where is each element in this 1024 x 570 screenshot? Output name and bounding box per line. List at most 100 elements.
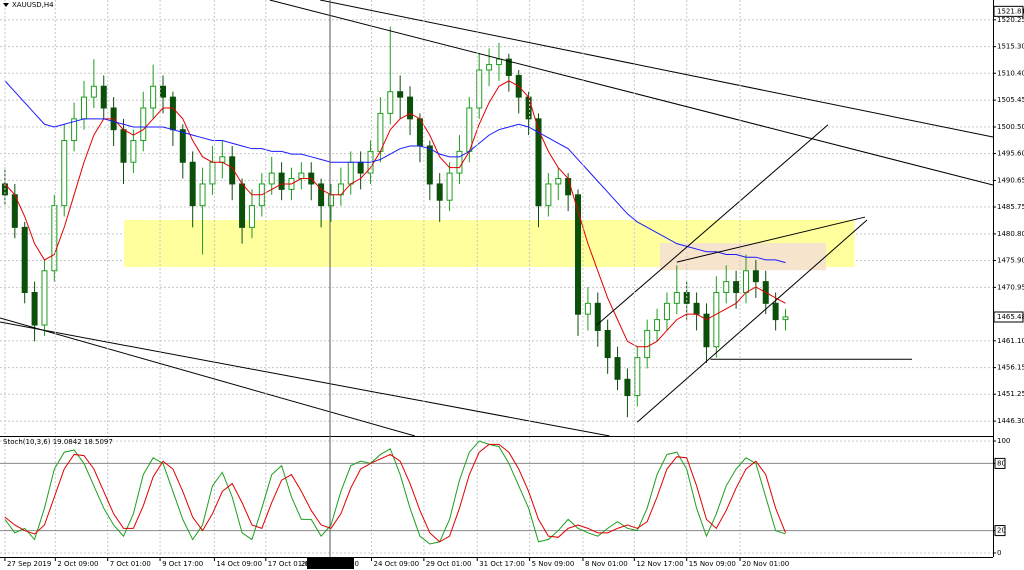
y-tick-label: 0	[997, 549, 1001, 557]
y-tick-label: 80	[997, 459, 1006, 467]
stoch-line	[4, 443, 786, 543]
candle-body	[742, 270, 749, 293]
moving-average	[4, 80, 786, 264]
y-tick-label: 1446.30	[997, 417, 1024, 425]
x-tick-label: 14 Oct 09:00	[216, 560, 262, 568]
x-tick-label: 8 Nov 01:00	[585, 560, 628, 568]
candle-body	[120, 129, 127, 163]
candle-body	[723, 281, 730, 293]
y-tick-label: 1515.30	[997, 43, 1024, 51]
candle-body	[476, 69, 483, 109]
candle-body	[486, 64, 493, 71]
y-tick-label: 1456.15	[997, 364, 1024, 372]
main-panel	[0, 0, 993, 436]
candle-body	[426, 145, 433, 185]
price-label: 1521.81	[997, 7, 1024, 15]
candle-body	[397, 91, 404, 98]
trend-line	[0, 317, 416, 436]
candle-body	[614, 357, 621, 380]
trend-line	[0, 321, 610, 436]
candle-body	[416, 118, 423, 147]
x-tick-label: 29 Oct 01:00	[426, 560, 472, 568]
y-tick-label: 1485.75	[997, 203, 1024, 211]
x-tick-label: 5 Nov 09:00	[532, 560, 575, 568]
candle-body	[130, 140, 137, 163]
candle-body	[436, 183, 443, 201]
candle-body	[160, 85, 167, 98]
candle-body	[466, 107, 473, 152]
candle-body	[703, 313, 710, 348]
candle-body	[347, 161, 354, 185]
trend-line	[269, 0, 993, 186]
y-tick-label: 1490.65	[997, 176, 1024, 184]
y-tick-label: 1461.10	[997, 337, 1024, 345]
x-tick-label: 2 Oct 09:00	[57, 560, 98, 568]
x-tick-label: 17 Oct 01:00	[268, 560, 314, 568]
candle-body	[624, 378, 631, 397]
symbol-title: XAUUSD,H4	[12, 1, 54, 9]
x-tick-label: 31 Oct 17:00	[479, 560, 525, 568]
candle-body	[169, 96, 176, 131]
candle-body	[21, 226, 28, 293]
candle-body	[377, 112, 384, 152]
candle-body	[644, 329, 651, 359]
x-tick-label: 24 Oct 09:00	[374, 560, 420, 568]
y-tick-label: 1470.95	[997, 283, 1024, 291]
candle-body	[239, 183, 246, 228]
x-tick-label: 27 Sep 2019	[7, 560, 51, 568]
candle-body	[189, 161, 196, 207]
indicator-title: Stoch(10,3,6) 19.0842 18.5097	[3, 438, 113, 446]
candle-body	[772, 302, 779, 321]
candle-body	[328, 194, 334, 207]
candle-body	[446, 172, 453, 201]
candle-body	[387, 91, 394, 114]
candle-body	[90, 85, 97, 98]
candle-body	[565, 178, 572, 196]
y-tick-label: 1505.45	[997, 96, 1024, 104]
candle-body	[752, 270, 759, 283]
candle-body	[61, 140, 68, 207]
candle-body	[654, 319, 661, 331]
candle-body	[229, 156, 236, 185]
candle-body	[248, 205, 255, 228]
candle-body	[663, 302, 670, 321]
candle-body	[456, 150, 463, 174]
candle-body	[693, 302, 700, 315]
candle-body	[505, 58, 512, 76]
x-tick-label: 9 Oct 17:00	[162, 560, 203, 568]
candle-body	[545, 183, 552, 207]
y-tick-label: 1480.80	[997, 230, 1024, 238]
candle-body	[268, 172, 275, 185]
candle-body	[100, 85, 107, 109]
candle-body	[278, 172, 285, 190]
candle-body	[535, 118, 542, 207]
candle-body	[219, 156, 226, 163]
y-tick-label: 1495.60	[997, 150, 1024, 158]
candle-body	[594, 302, 601, 331]
candle-body	[525, 96, 532, 120]
y-tick-label: 100	[997, 437, 1010, 445]
candle-body	[673, 291, 680, 304]
y-tick-label: 1510.40	[997, 69, 1024, 77]
candle-body	[555, 178, 562, 185]
y-tick-label: 20	[997, 527, 1006, 535]
y-tick-label: 1475.90	[997, 256, 1024, 264]
y-tick-label: 1500.50	[997, 123, 1024, 131]
level-label-box	[994, 457, 1006, 469]
candle-body	[71, 118, 78, 142]
candle-body	[150, 85, 157, 109]
stoch-line	[4, 440, 786, 545]
crosshair-label-box	[307, 558, 355, 569]
candle-body	[733, 281, 740, 293]
x-tick-label: 7 Oct 01:00	[110, 560, 151, 568]
candle-body	[604, 329, 611, 359]
stoch-panel	[0, 437, 993, 557]
x-tick-label: 20 Nov 01:00	[742, 560, 789, 568]
candle-body	[179, 129, 186, 163]
y-tick-label: 1451.25	[997, 390, 1024, 398]
price-label: 1465.48	[997, 313, 1024, 321]
candle-body	[41, 270, 48, 326]
candle-body	[713, 291, 720, 348]
